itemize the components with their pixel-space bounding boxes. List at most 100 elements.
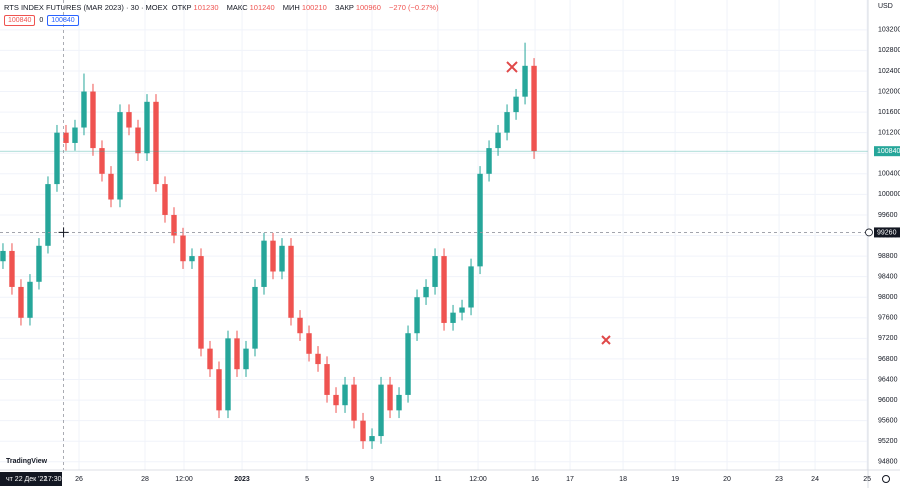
candle-body xyxy=(369,436,375,442)
crosshair-price-badge xyxy=(874,227,900,238)
change: −270 (−0.27%) xyxy=(388,3,439,12)
trade-buttons: 100840 0 100840 xyxy=(4,15,83,26)
candle-body xyxy=(459,307,465,313)
candle-body xyxy=(522,65,528,97)
candle-body xyxy=(342,384,348,406)
candle-body xyxy=(378,384,384,437)
candle-body xyxy=(99,148,105,174)
logo[interactable]: TradingView xyxy=(6,458,48,465)
x-tick-label: 9 xyxy=(370,476,374,483)
candle-body xyxy=(315,353,321,365)
candle-body xyxy=(288,245,294,318)
x-tick-label: 20 xyxy=(723,476,731,483)
currency[interactable]: USD xyxy=(878,3,893,10)
candle-body xyxy=(261,240,267,287)
open-label: ОТКР xyxy=(171,3,192,12)
y-tick-label: 98400 xyxy=(878,273,898,280)
y-tick-label: 95200 xyxy=(878,438,898,445)
last-price-badge xyxy=(874,146,900,157)
candle-body xyxy=(432,256,438,287)
candle-body xyxy=(126,112,132,128)
close-label: ЗАКР xyxy=(334,3,354,12)
last-price-label: 100840 xyxy=(877,148,900,155)
candle-body xyxy=(108,173,114,200)
candle-body xyxy=(81,91,87,128)
crosshair-icon xyxy=(865,228,873,237)
x-tick-label: 2023 xyxy=(234,476,250,483)
x-tick-label: 5 xyxy=(305,476,309,483)
x-tick-label: 11 xyxy=(434,476,441,483)
candle-body xyxy=(414,297,420,334)
crosshair-time-badge xyxy=(0,472,62,486)
candle-body xyxy=(441,256,447,323)
x-marker xyxy=(506,61,518,73)
candle-body xyxy=(216,369,222,411)
x-tick-label: 12:00 xyxy=(175,476,193,483)
candle-body xyxy=(135,127,141,154)
y-tick-label: 97200 xyxy=(878,335,898,342)
x-tick-label: 12:00 xyxy=(469,476,487,483)
candle-body xyxy=(63,132,69,143)
x-marker xyxy=(601,335,611,345)
y-tick-label: 97600 xyxy=(878,315,898,322)
candle-body xyxy=(54,132,60,185)
y-tick-label: 98800 xyxy=(878,253,898,260)
candle-body xyxy=(360,420,366,442)
candle-body xyxy=(90,91,96,149)
y-tick-label: 96000 xyxy=(878,397,898,404)
candle-body xyxy=(225,338,231,411)
y-tick-label: 95600 xyxy=(878,417,898,424)
x-tick-label: 25 xyxy=(863,476,871,483)
y-tick-label: 94800 xyxy=(878,459,898,466)
candle-body xyxy=(9,250,15,287)
spread: 0 xyxy=(39,17,44,24)
candle-body xyxy=(333,394,339,406)
x-tick-label: 24 xyxy=(811,476,819,483)
crosshair-price-label: 99260 xyxy=(877,229,897,236)
candle-body xyxy=(423,286,429,298)
crosshair-time-label: 17:30 xyxy=(44,476,62,483)
candle-body xyxy=(243,348,249,370)
crosshair-cursor xyxy=(58,227,69,238)
y-tick-label: 103200 xyxy=(878,27,900,34)
y-tick-label: 96800 xyxy=(878,356,898,363)
legend: RTS INDEX FUTURES (MAR 2023) · 30 · MOEX… xyxy=(4,3,445,12)
x-tick-label: 16 xyxy=(531,476,539,483)
candle-body xyxy=(162,184,168,215)
candle-body xyxy=(207,348,213,370)
candle-body xyxy=(180,235,186,262)
y-tick-label: 102800 xyxy=(878,47,900,54)
candle-body xyxy=(387,384,393,411)
candle-body xyxy=(45,184,51,246)
candle-body xyxy=(72,127,78,143)
y-tick-label: 99600 xyxy=(878,212,898,219)
crosshair-date-label: чт 22 Дек '22 xyxy=(6,476,47,483)
candle-body xyxy=(396,394,402,411)
sell-button[interactable]: 100840 xyxy=(4,15,36,26)
low-value: 100210 xyxy=(301,3,327,12)
y-tick-label: 96400 xyxy=(878,376,898,383)
buy-button[interactable]: 100840 xyxy=(47,15,79,26)
y-tick-label: 102000 xyxy=(878,88,900,95)
candle-body xyxy=(0,250,6,262)
x-tick-label: 26 xyxy=(75,476,83,483)
candle-body xyxy=(504,112,510,133)
candle-body xyxy=(36,245,42,282)
candle-body xyxy=(189,256,195,262)
candle-body xyxy=(117,112,123,200)
y-tick-label: 101200 xyxy=(878,130,900,137)
candle-body xyxy=(153,101,159,185)
x-tick-label: 18 xyxy=(619,476,627,483)
y-tick-label: 102400 xyxy=(878,68,900,75)
candle-body xyxy=(468,266,474,308)
symbol-title[interactable]: RTS INDEX FUTURES (MAR 2023) · 30 · MOEX xyxy=(4,3,168,12)
candle-body xyxy=(486,148,492,174)
candle-body xyxy=(198,256,204,349)
candle-body xyxy=(405,333,411,395)
x-tick-label: 28 xyxy=(141,476,149,483)
settings-icon[interactable] xyxy=(882,475,890,483)
candle-body xyxy=(27,281,33,318)
